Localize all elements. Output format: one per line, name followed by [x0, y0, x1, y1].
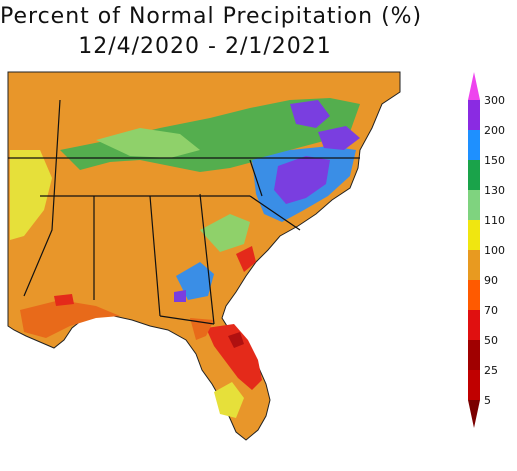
legend-label-70: 70	[484, 304, 498, 317]
yellow-patch-1	[10, 150, 52, 240]
legend-label-150: 150	[484, 154, 505, 167]
map-date-range: 12/4/2020 - 2/1/2021	[78, 34, 332, 59]
light-green-patch-1	[96, 128, 200, 158]
yellow-patch-2	[214, 382, 244, 418]
legend-label-200: 200	[484, 124, 505, 137]
legend-label-130: 130	[484, 184, 505, 197]
legend-swatch-130	[468, 190, 480, 220]
map-title: Percent of Normal Precipitation (%)	[0, 4, 423, 29]
purple-region-1	[274, 156, 330, 204]
legend-swatch-300	[468, 100, 480, 130]
louisiana-red-spot	[54, 294, 74, 306]
light-green-patch-2	[200, 214, 250, 252]
legend-swatch-200	[468, 130, 480, 160]
legend-swatch-70	[468, 310, 480, 340]
legend-swatch-50	[468, 340, 480, 370]
florida-red	[206, 324, 262, 390]
legend-label-25: 25	[484, 364, 498, 377]
state-boundaries	[8, 99, 360, 325]
legend-swatch-90	[468, 280, 480, 310]
legend-bottom-triangle	[468, 400, 480, 428]
legend-label-110: 110	[484, 214, 505, 227]
gulf-dark-orange	[20, 300, 120, 338]
legend-swatch-110	[468, 220, 480, 250]
legend-swatch-150	[468, 160, 480, 190]
legend-label-90: 90	[484, 274, 498, 287]
purple-region-3	[318, 126, 360, 150]
purple-dot-ga	[174, 290, 186, 302]
purple-region-2	[290, 100, 330, 128]
legend-swatch-100	[468, 250, 480, 280]
legend-label-50: 50	[484, 334, 498, 347]
map-regions	[7, 71, 401, 441]
legend-label-300: 300	[484, 94, 505, 107]
sc-coast-red	[236, 246, 256, 272]
legend-label-5: 5	[484, 394, 491, 407]
legend-label-100: 100	[484, 244, 505, 257]
color-scale-legend	[468, 72, 480, 428]
legend-swatch-25	[468, 370, 480, 400]
florida-dark-red	[228, 332, 244, 348]
legend-top-triangle	[468, 72, 480, 100]
